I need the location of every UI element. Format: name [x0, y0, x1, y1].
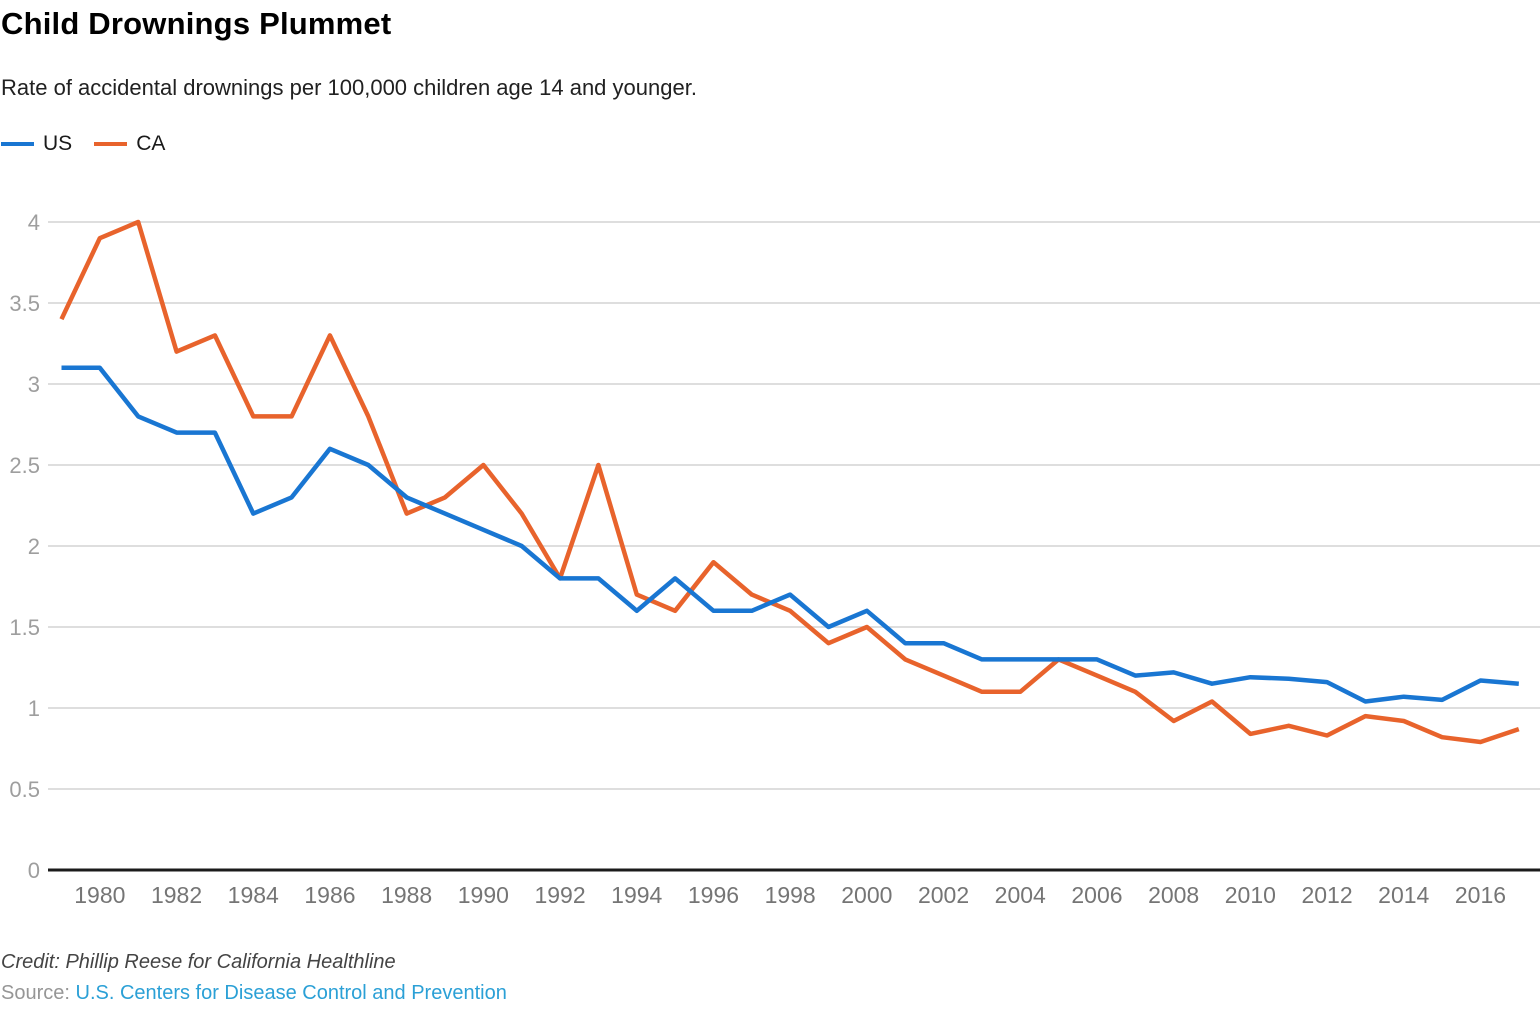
- chart-page: Child Drownings Plummet Rate of accident…: [0, 6, 1540, 1026]
- x-tick-label: 2004: [995, 882, 1046, 908]
- source-text: Source: U.S. Centers for Disease Control…: [1, 982, 1540, 1005]
- x-tick-label: 2006: [1071, 882, 1122, 908]
- y-tick-label: 4: [28, 210, 40, 235]
- x-tick-label: 1992: [534, 882, 585, 908]
- x-tick-label: 1980: [74, 882, 125, 908]
- line-chart: 0 0.5 1 1.5 2 2.5 3 3.5 4 1980 1982 1984 1986 1988 199…: [9, 210, 1540, 908]
- chart-header: Child Drownings Plummet Rate of accident…: [0, 6, 1540, 100]
- y-tick-label: 2: [28, 534, 40, 559]
- x-tick-label: 2016: [1455, 882, 1506, 908]
- legend: US CA: [1, 132, 1540, 156]
- y-tick-label: 3.5: [9, 291, 40, 316]
- x-tick-label: 1996: [688, 882, 739, 908]
- x-tick-label: 2000: [841, 882, 892, 908]
- y-tick-label: 1.5: [9, 615, 40, 640]
- x-tick-label: 1984: [228, 882, 279, 908]
- credit-text: Credit: Phillip Reese for California Hea…: [1, 950, 396, 973]
- source-link[interactable]: U.S. Centers for Disease Control and Pre…: [75, 981, 507, 1004]
- x-tick-label: 1986: [304, 882, 355, 908]
- x-tick-label: 2014: [1378, 882, 1429, 908]
- legend-item-ca: CA: [94, 132, 165, 156]
- x-tick-label: 1990: [458, 882, 509, 908]
- x-tick-label: 2008: [1148, 882, 1199, 908]
- line-ca: [59, 219, 1520, 745]
- line-us: [61, 365, 1519, 704]
- legend-label-ca: CA: [136, 131, 166, 155]
- y-tick-label: 1: [28, 696, 40, 721]
- chart-subtitle: Rate of accidental drownings per 100,000…: [1, 74, 697, 100]
- source-prefix: Source:: [1, 981, 70, 1004]
- legend-swatch-ca: [94, 141, 128, 146]
- x-tick-label: 2012: [1301, 882, 1352, 908]
- x-tick-label: 1998: [765, 882, 816, 908]
- legend-label-us: US: [43, 131, 73, 155]
- x-tick-label: 1982: [151, 882, 202, 908]
- x-tick-label: 2010: [1225, 882, 1276, 908]
- y-tick-label: 3: [28, 372, 40, 397]
- y-tick-label: 0: [28, 858, 40, 883]
- x-tick-label: 1988: [381, 882, 432, 908]
- legend-swatch-us: [1, 141, 34, 146]
- x-tick-label: 1994: [611, 882, 662, 908]
- y-tick-label: 0.5: [9, 777, 40, 802]
- y-tick-label: 2.5: [9, 453, 40, 478]
- page-title: Child Drownings Plummet: [1, 6, 392, 41]
- x-tick-label: 2002: [918, 882, 969, 908]
- legend-item-us: US: [1, 132, 72, 156]
